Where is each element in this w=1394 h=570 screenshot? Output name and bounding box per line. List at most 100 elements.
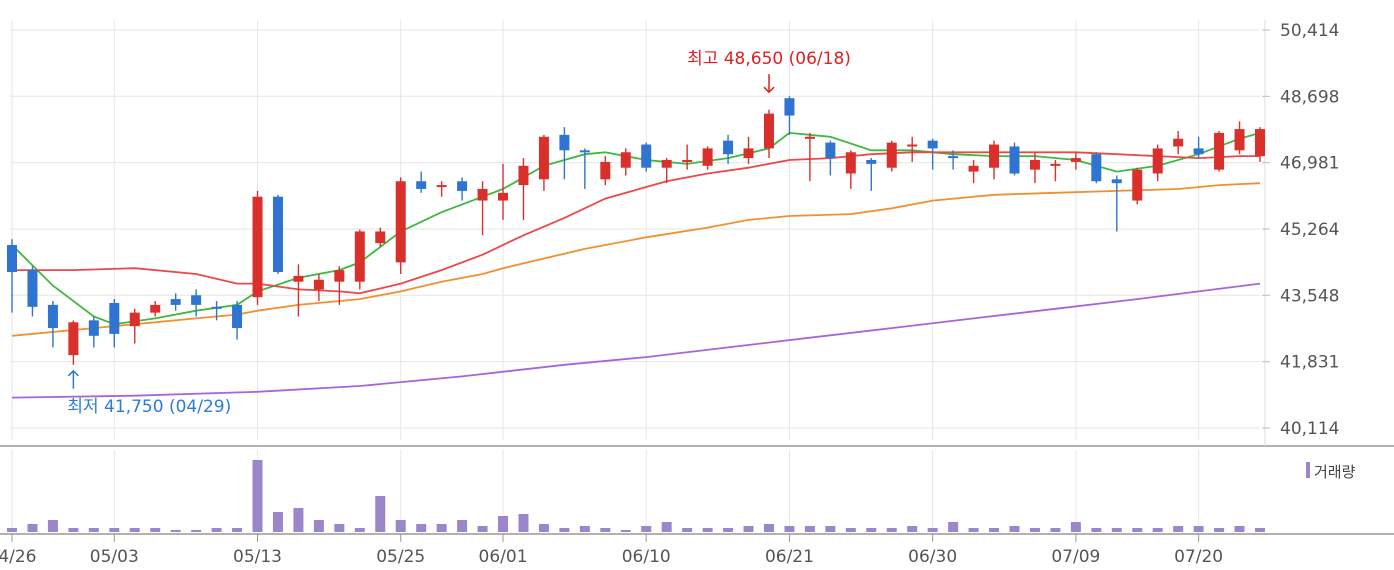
x-tick-label: 05/13 xyxy=(233,547,282,567)
candle xyxy=(989,140,1000,180)
candle xyxy=(784,96,795,135)
candle xyxy=(232,301,243,340)
candle-body xyxy=(825,142,836,159)
candle xyxy=(825,140,836,176)
volume-bar xyxy=(579,526,590,532)
volume-bar xyxy=(7,528,17,532)
y-tick-label: 41,831 xyxy=(1280,353,1339,373)
candle-body xyxy=(416,181,427,189)
x-tick-label: 04/26 xyxy=(0,547,37,567)
candle xyxy=(723,134,734,164)
volume-bar xyxy=(1173,526,1184,532)
y-tick-label: 50,414 xyxy=(1280,21,1339,41)
candle-body xyxy=(191,295,202,305)
volume-bar xyxy=(457,520,468,532)
volume-bar xyxy=(661,522,672,532)
candle-body xyxy=(866,159,877,164)
volume-bar xyxy=(150,528,161,532)
volume-bar xyxy=(743,526,754,532)
candle-body xyxy=(804,136,815,139)
candle-body xyxy=(375,231,386,244)
candle-body xyxy=(436,185,447,188)
candle xyxy=(927,138,938,170)
volume-bar xyxy=(1234,526,1245,532)
volume-bar xyxy=(825,526,836,532)
candle-body xyxy=(600,161,611,180)
low-label: 최저 41,750 (04/29) xyxy=(67,397,231,417)
volume-bar xyxy=(518,514,529,532)
candle xyxy=(395,177,406,274)
x-tick-label: 05/25 xyxy=(376,547,425,567)
candle xyxy=(559,127,570,180)
candle xyxy=(620,148,631,176)
candle xyxy=(1214,131,1225,172)
volume-bar xyxy=(804,526,815,532)
high-annotation: 최고 48,650 (06/18) xyxy=(687,49,851,94)
candle-body xyxy=(313,279,324,290)
volume-bar xyxy=(395,520,406,532)
candle xyxy=(27,266,38,317)
volume-bar xyxy=(191,530,202,532)
candle xyxy=(538,134,549,191)
candle xyxy=(436,181,447,197)
volume-bar xyxy=(620,530,631,532)
candle xyxy=(886,140,897,172)
volume-bar xyxy=(47,520,58,532)
y-tick-label: 40,114 xyxy=(1280,419,1339,439)
candle-body xyxy=(477,188,488,201)
volume-bar xyxy=(927,528,938,532)
volume-bar xyxy=(1214,528,1225,532)
volume-bar xyxy=(1009,526,1020,532)
ma-60-line xyxy=(11,182,1261,337)
volume-bar xyxy=(293,508,304,532)
candle xyxy=(47,301,58,348)
candle xyxy=(1173,131,1184,155)
volume-bar xyxy=(109,528,120,532)
low-annotation: 최저 41,750 (04/29) xyxy=(67,369,231,417)
candle-body xyxy=(457,181,468,191)
candle-body xyxy=(784,98,795,116)
volume-bar xyxy=(498,516,509,532)
candle-body xyxy=(1214,132,1225,170)
candle xyxy=(129,308,140,344)
candle-body xyxy=(682,159,693,162)
candle-body xyxy=(845,152,856,174)
candle-body xyxy=(538,136,549,180)
volume-bar xyxy=(27,524,38,532)
candle-body xyxy=(293,275,304,282)
candle xyxy=(191,289,202,317)
x-tick-label: 07/20 xyxy=(1174,547,1223,567)
candle xyxy=(743,136,754,164)
candle-body xyxy=(272,196,283,273)
candle xyxy=(170,293,181,311)
candle-body xyxy=(1234,129,1245,151)
candle xyxy=(1029,152,1040,184)
candle-body xyxy=(743,148,754,159)
volume-bar xyxy=(68,528,79,532)
candle-body xyxy=(989,144,1000,168)
candle-body xyxy=(129,312,140,327)
candle-body xyxy=(559,134,570,151)
candle xyxy=(763,109,774,159)
candle-body xyxy=(7,244,17,273)
candles xyxy=(7,96,1265,365)
candle-body xyxy=(68,322,79,356)
x-tick-label: 06/10 xyxy=(622,547,671,567)
volume-bar xyxy=(436,524,447,532)
ma-5-line xyxy=(11,131,1261,326)
volume-bar xyxy=(211,528,222,532)
volume-bar xyxy=(1029,528,1040,532)
candle xyxy=(293,264,304,317)
volume-bar xyxy=(866,528,877,532)
volume-bar xyxy=(252,460,263,532)
candle xyxy=(1070,152,1081,170)
candle-body xyxy=(211,306,222,309)
candle xyxy=(907,136,918,162)
candle-body xyxy=(1111,179,1122,184)
candle xyxy=(682,144,693,170)
candle xyxy=(968,159,979,184)
candle xyxy=(866,158,877,191)
candle xyxy=(211,301,222,321)
